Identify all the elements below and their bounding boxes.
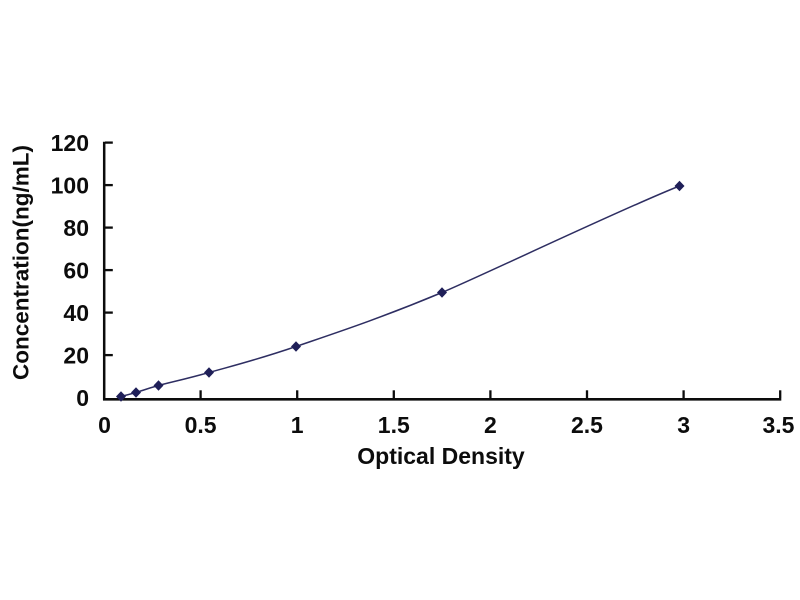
svg-text:40: 40: [63, 300, 89, 326]
svg-text:2: 2: [484, 412, 497, 438]
svg-text:2.5: 2.5: [571, 412, 603, 438]
svg-text:Concentration(ng/mL): Concentration(ng/mL): [9, 145, 34, 380]
svg-text:0.5: 0.5: [185, 412, 217, 438]
svg-text:80: 80: [63, 215, 89, 241]
svg-text:100: 100: [51, 173, 89, 199]
svg-text:120: 120: [51, 130, 89, 156]
svg-text:1.5: 1.5: [378, 412, 410, 438]
svg-text:20: 20: [63, 343, 89, 369]
svg-text:1: 1: [291, 412, 304, 438]
svg-text:60: 60: [63, 258, 89, 284]
svg-text:3: 3: [677, 412, 690, 438]
svg-text:Optical Density: Optical Density: [357, 443, 525, 469]
svg-text:0: 0: [76, 385, 89, 411]
svg-text:0: 0: [98, 412, 111, 438]
svg-text:3.5: 3.5: [763, 412, 795, 438]
